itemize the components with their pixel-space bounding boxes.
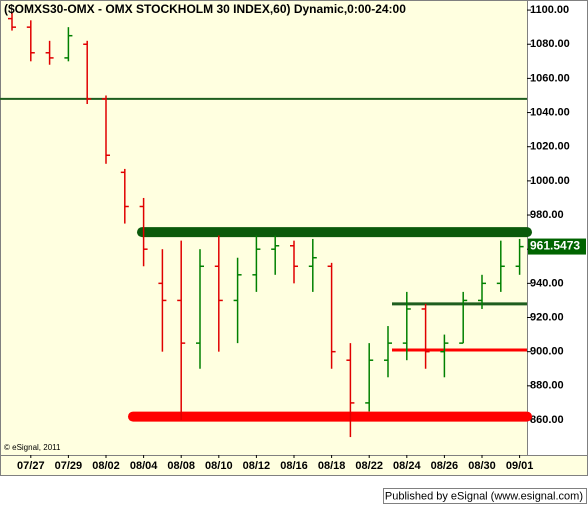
x-tick-label: 08/04 (130, 460, 158, 472)
y-tick-label: 1080.00 (530, 38, 570, 50)
chart-title: ($OMXS30-OMX - OMX STOCKHOLM 30 INDEX,60… (4, 2, 406, 16)
x-tick-label: 08/26 (431, 460, 459, 472)
y-tick-label: 860.00 (530, 414, 564, 426)
x-tick-label: 08/30 (468, 460, 496, 472)
footer-box (383, 488, 587, 504)
x-tick-label: 08/16 (280, 460, 308, 472)
y-tick-label: 980.00 (530, 209, 564, 221)
x-tick-label: 08/22 (355, 460, 383, 472)
x-tick-label: 08/12 (243, 460, 271, 472)
y-tick-label: 880.00 (530, 380, 564, 392)
x-tick-label: 07/27 (17, 460, 45, 472)
last-price-box (528, 238, 586, 255)
y-tick-label: 940.00 (530, 277, 564, 289)
x-tick-label: 08/02 (92, 460, 120, 472)
y-tick-label: 1020.00 (530, 141, 570, 153)
y-tick-label: 900.00 (530, 346, 564, 358)
x-tick-label: 08/08 (167, 460, 195, 472)
x-tick-label: 08/18 (318, 460, 346, 472)
copyright: © eSignal, 2011 (4, 443, 61, 452)
x-tick-label: 07/29 (55, 460, 83, 472)
x-tick-label: 09/01 (506, 460, 534, 472)
y-tick-label: 920.00 (530, 311, 564, 323)
y-tick-label: 1000.00 (530, 175, 570, 187)
y-tick-label: 1060.00 (530, 72, 570, 84)
last-price-label: 961.5473 (530, 239, 580, 253)
footer: Published by eSignal (www.esignal.com) (385, 490, 583, 502)
x-tick-label: 08/24 (393, 460, 421, 472)
y-tick-label: 1100.00 (530, 4, 569, 16)
x-tick-label: 08/10 (205, 460, 233, 472)
y-tick-label: 1040.00 (530, 106, 570, 118)
